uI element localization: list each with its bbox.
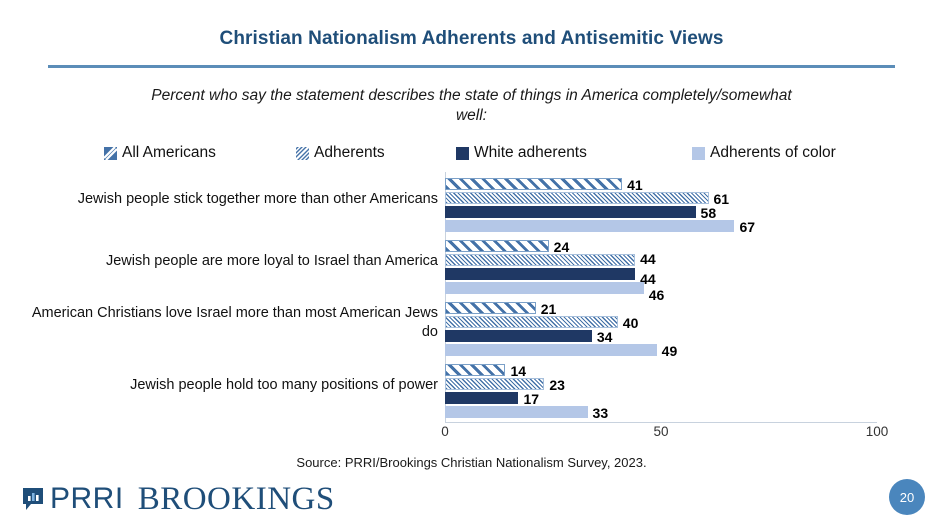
category-label-column: Jewish people stick together more than o…: [10, 172, 438, 422]
bar-value-label: 21: [540, 301, 557, 317]
footer-logo: PRRI BROOKINGS: [22, 479, 335, 519]
chart-subtitle: Percent who say the statement describes …: [151, 87, 792, 124]
speech-bubble-bar-chart-icon: [22, 487, 44, 511]
y-axis-line: [445, 172, 446, 422]
bar-value-label: 23: [549, 377, 565, 393]
bar-0-3[interactable]: [445, 364, 506, 376]
category-label-3: Jewish people hold too many positions of…: [130, 377, 438, 393]
brookings-wordmark: BROOKINGS: [137, 480, 335, 517]
bar-value-label: 24: [553, 239, 570, 255]
legend-item-label: White adherents: [474, 144, 587, 161]
x-axis-tick-labels: 0 50 100: [441, 424, 905, 444]
bar-value-label: 44: [640, 271, 656, 287]
bar-1-3[interactable]: [445, 378, 545, 390]
page-number-badge: 20: [889, 479, 925, 515]
bar-0-0[interactable]: [445, 178, 623, 190]
bar-value-label: 46: [648, 287, 665, 303]
x-axis-line: [445, 422, 877, 423]
bar-value-label: 41: [627, 177, 643, 193]
title-divider: [48, 65, 895, 68]
bar-1-2[interactable]: [445, 316, 618, 328]
bar-group: 41 61 58 67: [445, 178, 877, 240]
bar-value-label: 49: [661, 343, 678, 359]
bar-value-label: 61: [713, 191, 730, 207]
bar-0-2[interactable]: [445, 302, 536, 314]
category-label-2: American Christians love Israel more tha…: [31, 305, 438, 340]
bar-value-label: 67: [739, 219, 756, 235]
legend-item-label: Adherents: [314, 144, 385, 161]
bar-2-1[interactable]: [445, 268, 636, 280]
bar-0-1[interactable]: [445, 240, 549, 252]
legend-swatch-3-icon: [692, 146, 705, 160]
bar-3-0[interactable]: [445, 220, 735, 232]
bar-group: 21 40 34 49: [445, 302, 877, 364]
legend-swatch-1-icon: [293, 144, 311, 161]
legend-item-adherents-of-color[interactable]: Adherents of color: [692, 141, 836, 165]
legend-item-all-americans[interactable]: All Americans: [103, 141, 216, 165]
page-title: Christian Nationalism Adherents and Anti…: [219, 28, 724, 49]
legend-item-label: All Americans: [122, 144, 216, 161]
bar-3-3[interactable]: [445, 406, 588, 418]
legend-item-white-adherents[interactable]: White adherents: [456, 141, 587, 165]
bar-2-3[interactable]: [445, 392, 519, 404]
bar-group: 14 23 17 33: [445, 364, 877, 426]
bar-2-0[interactable]: [445, 206, 696, 218]
legend-swatch-0-icon: [103, 145, 118, 161]
chart-plot-area: 41 61 58 67 24 44 44 46 21 40 34 49 14 23 17 33: [445, 172, 877, 423]
bar-group: 24 44 44 46: [445, 240, 877, 302]
bar-1-1[interactable]: [445, 254, 636, 266]
chart-legend: All Americans Adherents White adherents Adh…: [100, 141, 860, 165]
legend-item-label: Adherents of color: [710, 144, 836, 161]
x-tick-label-50: 50: [653, 424, 669, 439]
legend-item-adherents[interactable]: Adherents: [293, 141, 385, 165]
bar-value-label: 14: [510, 363, 527, 379]
bar-2-2[interactable]: [445, 330, 592, 342]
bar-value-label: 33: [592, 405, 609, 421]
bar-3-1[interactable]: [445, 282, 644, 294]
category-label-0: Jewish people stick together more than o…: [77, 191, 438, 207]
category-label-1: Jewish people are more loyal to Israel t…: [105, 253, 438, 269]
prri-wordmark: PRRI: [50, 482, 124, 515]
x-tick-label-0: 0: [441, 424, 449, 439]
bar-value-label: 58: [700, 205, 717, 221]
bar-3-2[interactable]: [445, 344, 657, 356]
bar-1-0[interactable]: [445, 192, 709, 204]
bar-value-label: 40: [622, 315, 639, 331]
bar-value-label: 44: [640, 251, 656, 267]
bar-value-label: 17: [523, 391, 540, 407]
legend-swatch-2-icon: [456, 146, 469, 160]
x-tick-label-100: 100: [865, 424, 889, 439]
bar-value-label: 34: [596, 329, 613, 345]
source-note: Source: PRRI/Brookings Christian Nationa…: [296, 455, 647, 470]
